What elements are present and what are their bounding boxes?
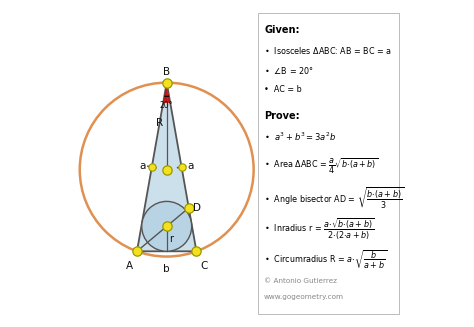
Text: •  Inradius r = $\dfrac{a{\cdot}\sqrt{b{\cdot}(a+b)}}{2{\cdot}(2{\cdot}a+b)}$: • Inradius r = $\dfrac{a{\cdot}\sqrt{b{\… [264, 217, 374, 242]
Circle shape [142, 201, 191, 251]
Text: 20°: 20° [160, 101, 173, 111]
Point [178, 164, 185, 170]
Polygon shape [137, 83, 196, 251]
Text: Given:: Given: [264, 25, 300, 35]
Text: www.gogeometry.com: www.gogeometry.com [264, 294, 344, 300]
Text: •  $a^3 + b^3 = 3a^2b$: • $a^3 + b^3 = 3a^2b$ [264, 131, 336, 143]
Text: a: a [139, 161, 146, 171]
Text: © Antonio Gutierrez: © Antonio Gutierrez [264, 278, 337, 284]
Text: •  AC = b: • AC = b [264, 85, 302, 95]
Text: •  $\angle$B = 20°: • $\angle$B = 20° [264, 65, 314, 76]
Point [185, 205, 192, 211]
Text: r: r [169, 234, 173, 244]
FancyBboxPatch shape [258, 13, 399, 314]
Text: a: a [187, 161, 194, 171]
Text: D: D [193, 203, 201, 213]
Text: •  Area $\Delta$ABC = $\dfrac{a}{4}\sqrt{b{\cdot}(a+b)}$: • Area $\Delta$ABC = $\dfrac{a}{4}\sqrt{… [264, 156, 378, 176]
Text: Prove:: Prove: [264, 111, 300, 121]
Point [133, 249, 141, 254]
Text: •  Angle bisector AD = $\sqrt{\dfrac{b{\cdot}(a+b)}{3}}$: • Angle bisector AD = $\sqrt{\dfrac{b{\c… [264, 185, 405, 210]
Text: C: C [201, 261, 208, 271]
Point [192, 249, 200, 254]
Point [163, 167, 171, 172]
Text: b: b [164, 265, 170, 274]
Text: R: R [155, 118, 163, 128]
Point [148, 164, 155, 170]
Text: A: A [126, 261, 133, 271]
Text: B: B [163, 67, 170, 77]
Text: •  Isosceles $\Delta$ABC: AB = BC = a: • Isosceles $\Delta$ABC: AB = BC = a [264, 45, 392, 56]
Point [163, 224, 171, 229]
Point [163, 80, 171, 85]
Polygon shape [163, 83, 170, 103]
Text: •  Circumradius R = $a{\cdot}\sqrt{\dfrac{b}{a+b}}$: • Circumradius R = $a{\cdot}\sqrt{\dfrac… [264, 249, 387, 271]
